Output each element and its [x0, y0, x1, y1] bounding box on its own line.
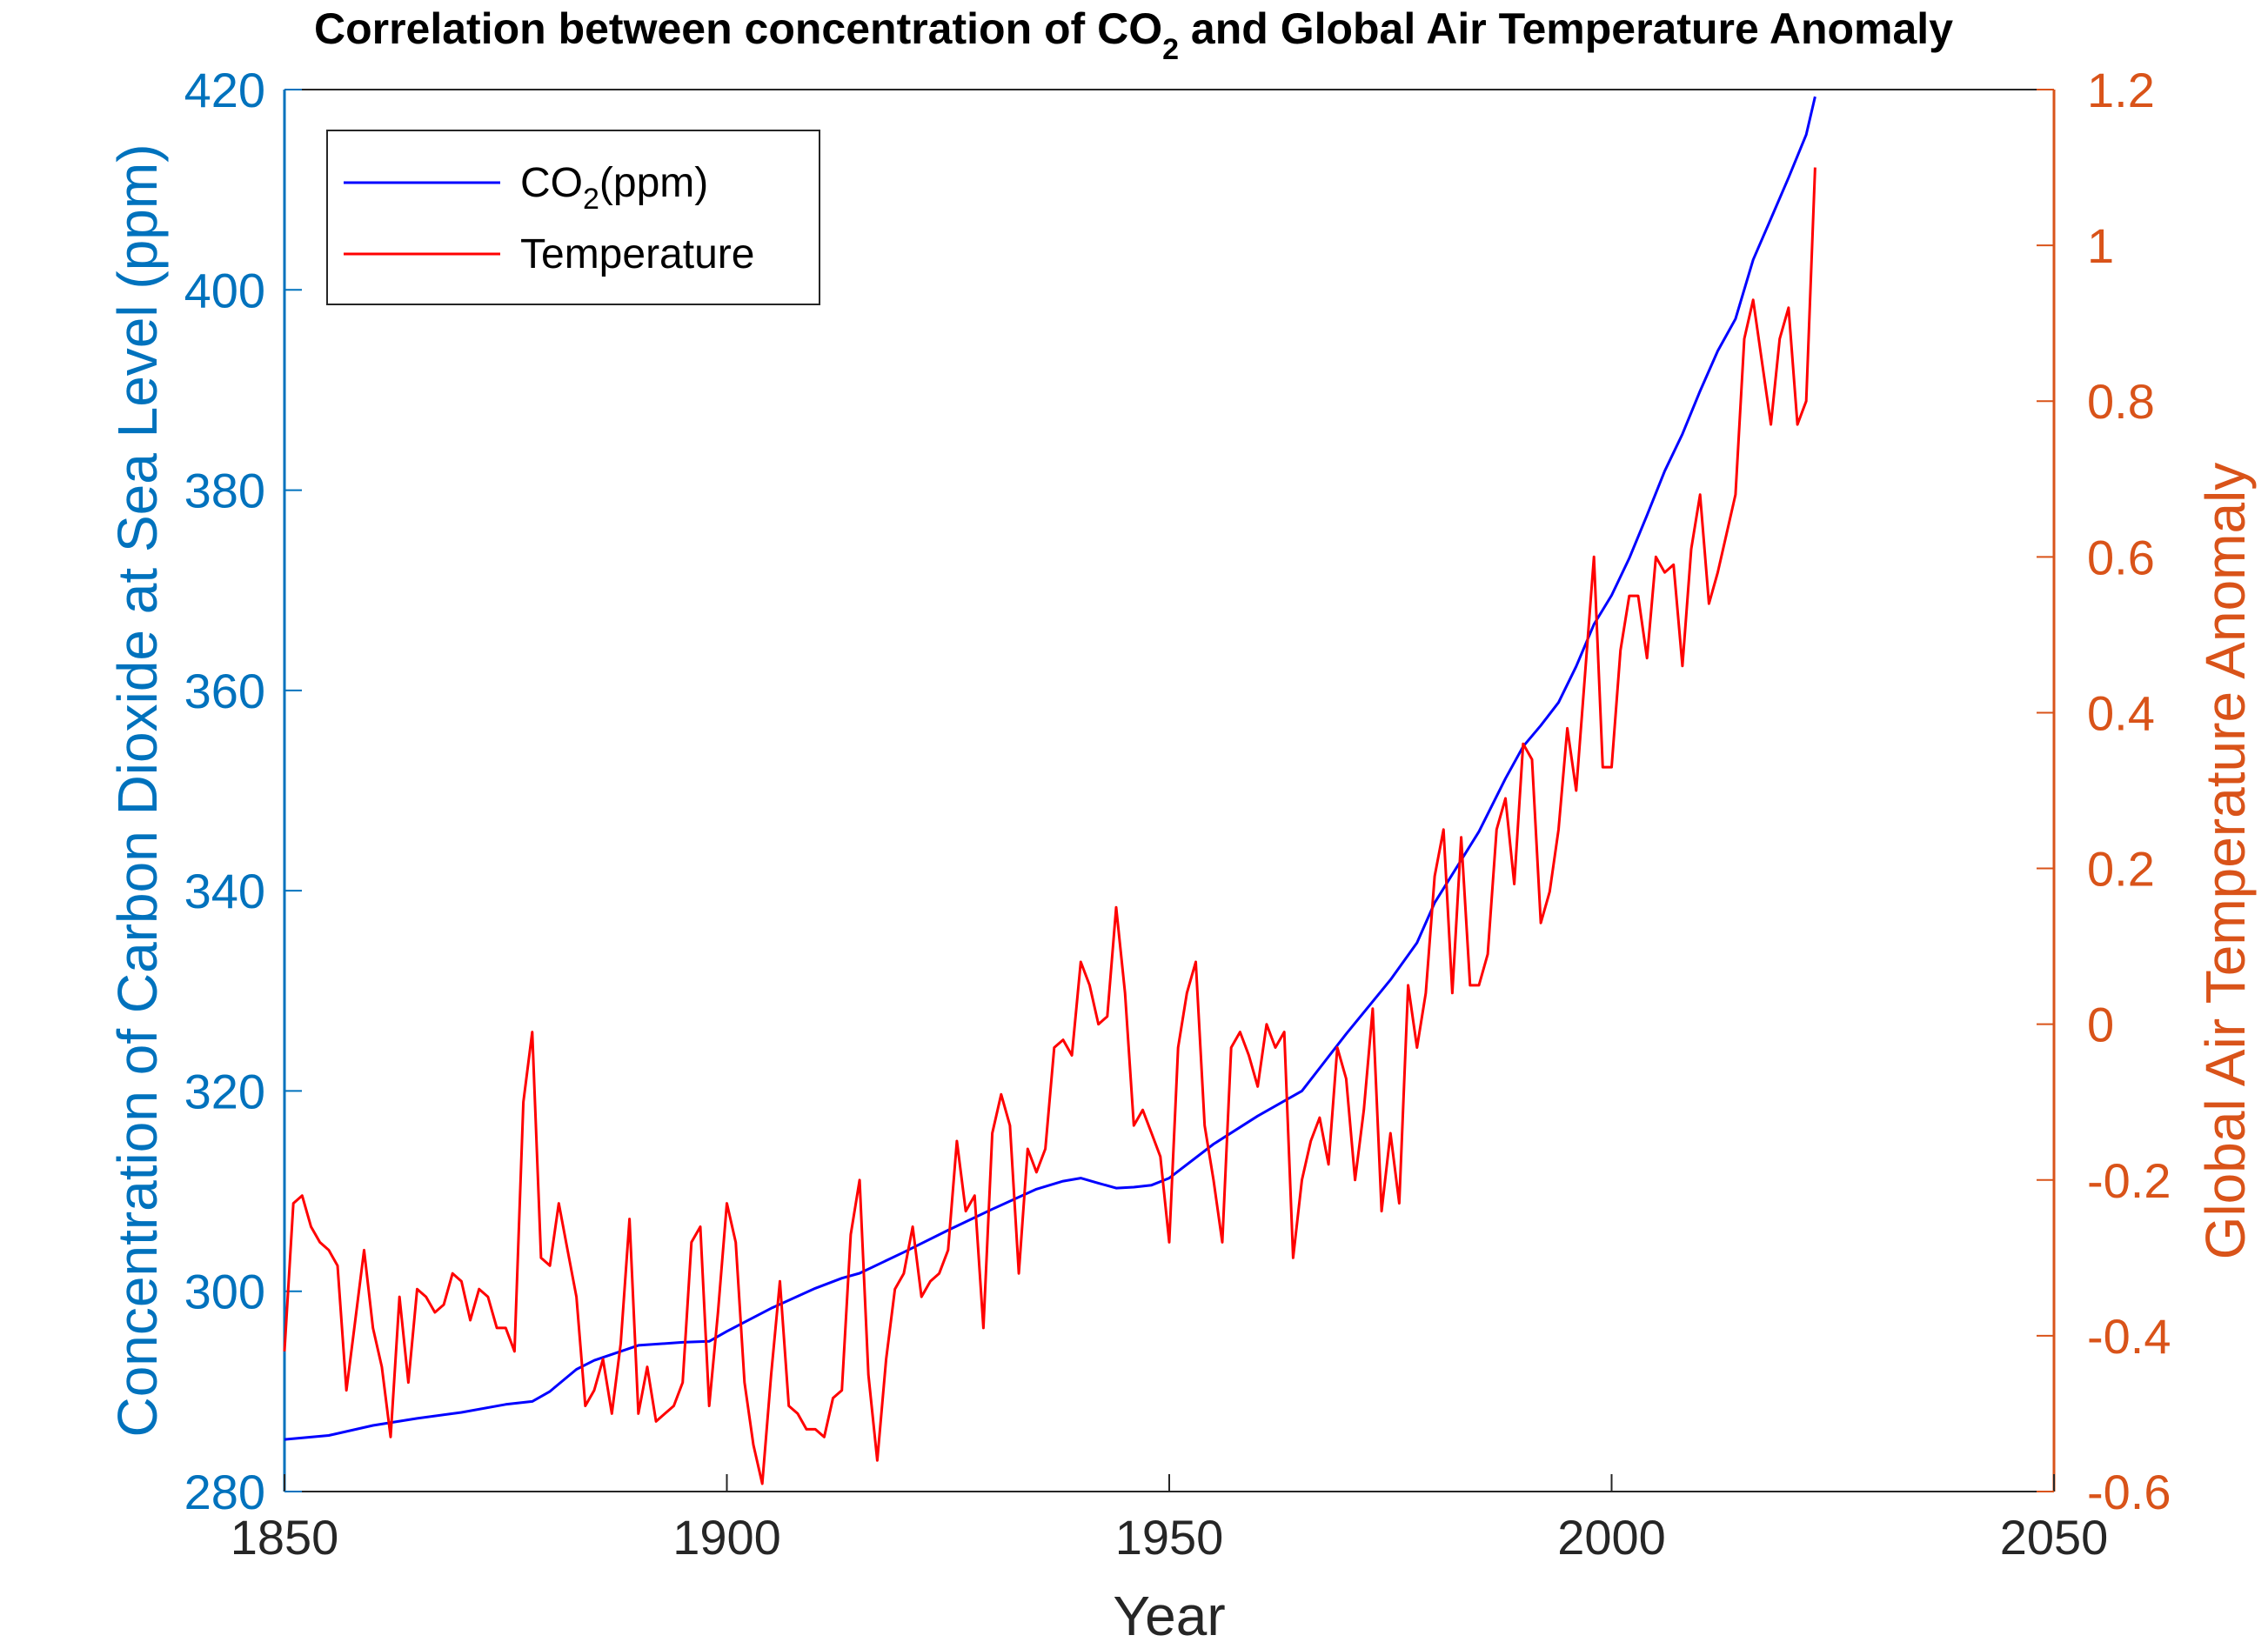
y-right-tick-label: 0.6: [2087, 530, 2155, 584]
y-right-tick-label: 1: [2087, 218, 2114, 273]
y-left-tick-label: 280: [184, 1465, 265, 1519]
legend-label-co2-main: CO: [520, 160, 583, 206]
y-axis-label-right: Global Air Temperature Anomaly: [2194, 463, 2257, 1260]
x-tick-label: 1950: [1115, 1510, 1224, 1565]
x-tick-label: 2050: [2000, 1510, 2109, 1565]
legend-label-co2-subscript: 2: [583, 183, 599, 216]
y-right-tick-label: -0.6: [2087, 1465, 2171, 1519]
y-left-tick-label: 320: [184, 1064, 265, 1118]
y-left-tick-label: 420: [184, 63, 265, 117]
y-left-tick-label: 360: [184, 664, 265, 718]
y-left-tick-label: 340: [184, 864, 265, 918]
y-right-tick-label: 0.8: [2087, 374, 2155, 429]
y-left-tick-label: 400: [184, 263, 265, 317]
legend-label-temperature: Temperature: [520, 231, 754, 277]
legend-box: [326, 130, 820, 305]
chart-title-part-after: and Global Air Temperature Anomaly: [1179, 4, 1953, 53]
chart-title-subscript: 2: [1162, 33, 1179, 66]
x-axis-label: Year: [1113, 1585, 1225, 1642]
y-right-tick-label: 1.2: [2087, 63, 2155, 117]
plot-background: [284, 90, 2054, 1492]
chart-title: Correlation between concentration of CO2…: [314, 4, 1953, 66]
legend-label-co2: CO2(ppm): [520, 160, 708, 216]
axis-ticks: 1850 1900 1950 2000 2050 280 300 320 340 360 380 40…: [184, 63, 2171, 1565]
co2-series-line: [284, 96, 1816, 1441]
y-left-tick-label: 380: [184, 464, 265, 518]
plot-area: 1850 1900 1950 2000 2050 280 300 320 340 360 380 40…: [184, 63, 2171, 1565]
legend-label-co2-unit: (ppm): [599, 160, 708, 206]
y-right-tick-label: -0.2: [2087, 1153, 2171, 1208]
x-tick-label: 1900: [672, 1510, 781, 1565]
legend: CO2(ppm) Temperature: [326, 130, 820, 305]
y-axis-label-left: Concentration of Carbon Dioxide at Sea L…: [106, 144, 169, 1437]
y-right-tick-label: 0.4: [2087, 685, 2155, 740]
y-right-tick-label: 0: [2087, 998, 2114, 1052]
x-tick-label: 2000: [1557, 1510, 1666, 1565]
temperature-series-line: [283, 167, 1816, 1485]
y-left-tick-label: 300: [184, 1265, 265, 1319]
chart-title-part-before: Correlation between concentration of CO: [314, 4, 1162, 53]
series-layer: [283, 96, 1816, 1485]
y-right-tick-label: -0.4: [2087, 1309, 2171, 1364]
y-right-tick-label: 0.2: [2087, 842, 2155, 897]
x-tick-label: 1850: [231, 1510, 339, 1565]
